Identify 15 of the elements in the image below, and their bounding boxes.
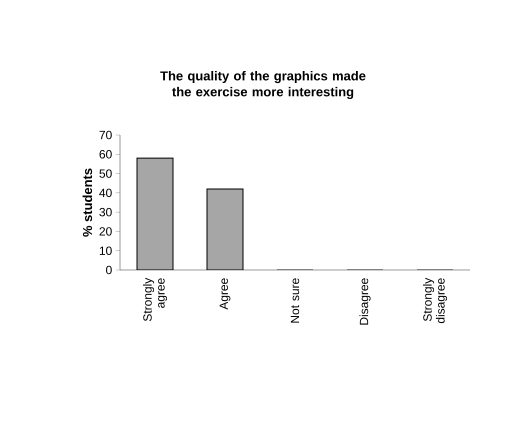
y-tick-label: 10	[100, 246, 112, 255]
x-tick-label: Strongly disagree	[422, 278, 448, 324]
x-tick-label: Agree	[220, 278, 230, 310]
y-tick-label: 20	[100, 227, 112, 236]
y-tick-label: 60	[100, 150, 112, 159]
x-tick-label: Strongly agree	[142, 278, 168, 322]
y-tick-label: 0	[106, 266, 112, 274]
x-tick-label: Disagree	[359, 278, 371, 325]
y-tick-label: 50	[99, 169, 112, 178]
y-tick-label: 70	[100, 130, 112, 140]
chart-title: The quality of the graphics made the exercise more interesting	[160, 70, 366, 100]
x-tick-label: Not sure	[290, 278, 300, 323]
y-tick-label: 40	[99, 188, 112, 198]
y-tick-label: 30	[99, 208, 112, 216]
y-axis-title: % students	[82, 168, 92, 237]
